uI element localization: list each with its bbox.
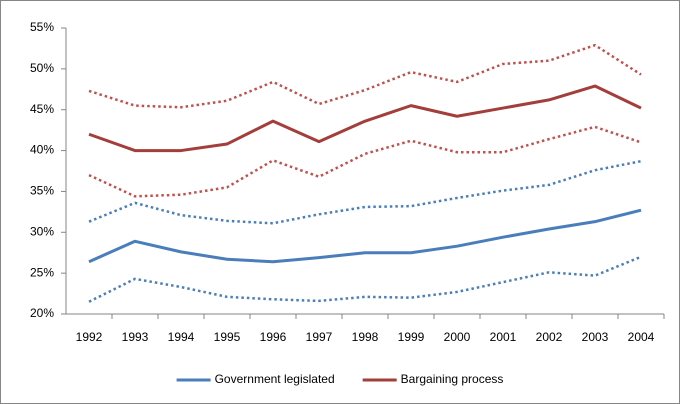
x-tick-label: 1993 (122, 330, 149, 344)
y-tick-label: 45% (30, 102, 54, 116)
x-tick-label: 1996 (260, 330, 287, 344)
y-tick-label: 55% (30, 20, 54, 34)
x-tick-label: 1998 (352, 330, 379, 344)
x-tick-label: 1999 (398, 330, 425, 344)
band-line (88, 125, 642, 198)
x-tick-label: 1994 (168, 330, 195, 344)
legend-label: Government legislated (215, 372, 335, 386)
x-tick-label: 1997 (306, 330, 333, 344)
x-tick-label: 2002 (536, 330, 563, 344)
x-tick-label: 2000 (444, 330, 471, 344)
x-tick-label: 2004 (628, 330, 655, 344)
band-line (88, 159, 642, 225)
x-tick-label: 1992 (76, 330, 103, 344)
y-tick-label: 40% (30, 143, 54, 157)
band-line (88, 43, 642, 109)
y-tick-label: 30% (30, 224, 54, 238)
y-tick-label: 25% (30, 265, 54, 279)
legend-label: Bargaining process (401, 372, 504, 386)
x-tick-label: 2001 (490, 330, 517, 344)
series-line (88, 84, 642, 153)
series-line (88, 208, 642, 264)
y-tick-label: 50% (30, 61, 54, 75)
x-tick-label: 2003 (582, 330, 609, 344)
band-line (88, 255, 642, 303)
y-tick-label: 20% (30, 306, 54, 320)
y-tick-label: 35% (30, 184, 54, 198)
x-tick-label: 1995 (214, 330, 241, 344)
